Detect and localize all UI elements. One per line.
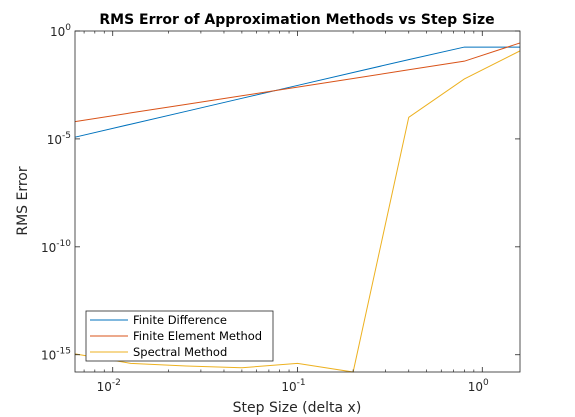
y-tick-label: 10-10 [41, 239, 71, 255]
x-axis-label: Step Size (delta x) [233, 400, 362, 416]
legend-items: Finite Difference Finite Element Method Sp… [90, 313, 262, 359]
tick-layer: 10-2 10-1 100 100 10-5 10-10 10-15 [41, 23, 520, 394]
series-line-2 [74, 50, 521, 373]
y-tick-label: 100 [50, 23, 71, 39]
x-tick-label: 10-2 [97, 378, 121, 394]
y-tick-label: 10-15 [41, 347, 71, 363]
series-line-1 [74, 42, 521, 123]
chart-title: RMS Error of Approximation Methods vs St… [99, 12, 494, 28]
y-tick-label: 10-5 [47, 131, 71, 147]
y-axis-label: RMS Error [15, 166, 31, 236]
series-layer [74, 42, 521, 373]
legend-label-2: Spectral Method [133, 345, 227, 359]
series-line-0 [74, 46, 520, 138]
legend-label-1: Finite Element Method [133, 329, 262, 343]
legend: Finite Difference Finite Element Method Sp… [85, 310, 274, 362]
x-tick-label: 100 [468, 378, 489, 394]
x-tick-label: 10-1 [281, 378, 305, 394]
legend-label-0: Finite Difference [133, 313, 227, 327]
axes-box [74, 30, 521, 373]
